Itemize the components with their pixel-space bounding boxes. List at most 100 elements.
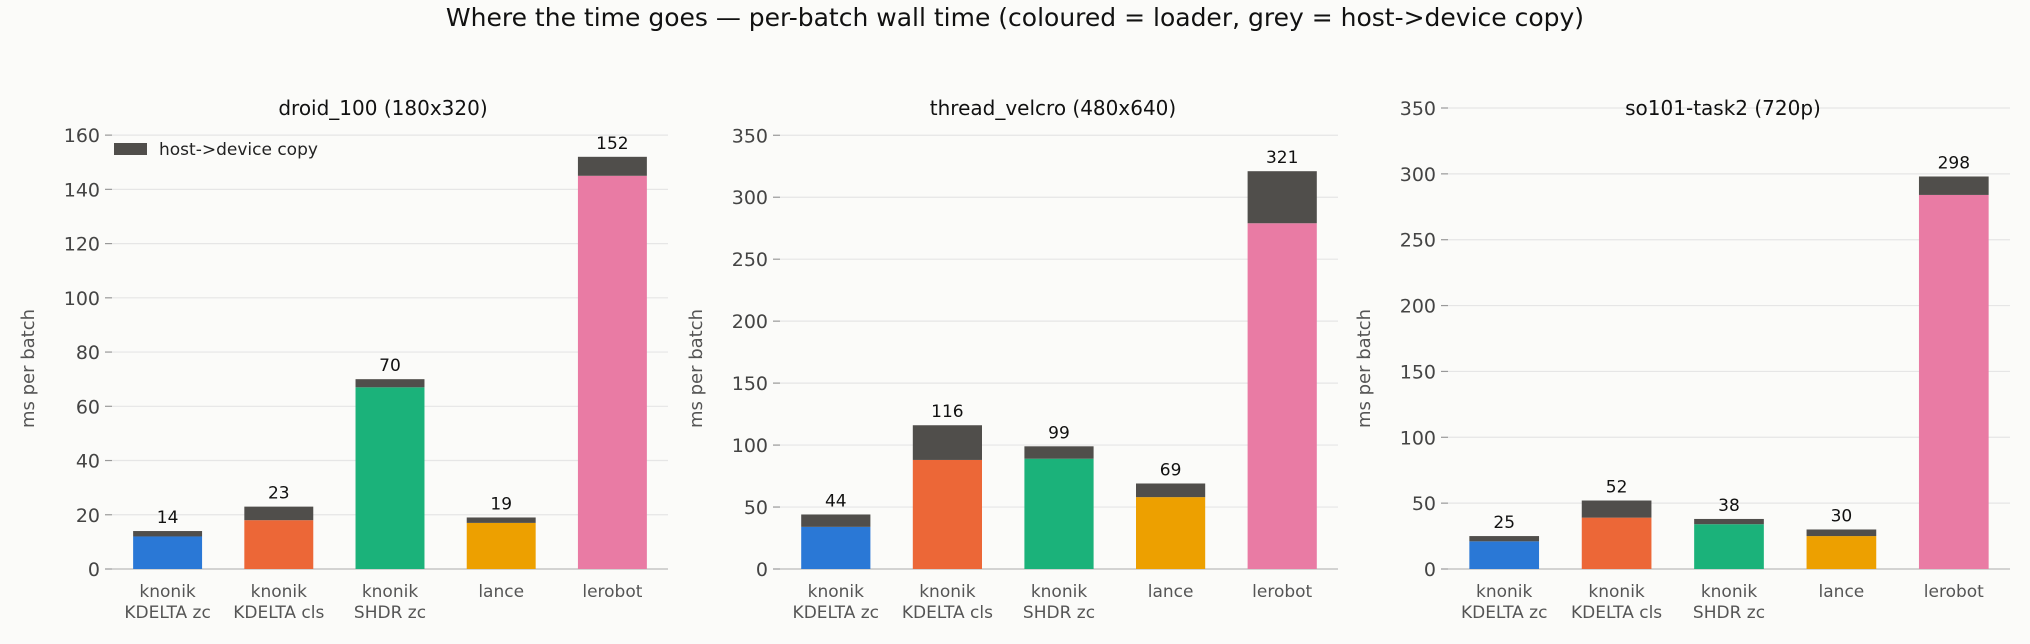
copy-bar-2 xyxy=(912,425,982,460)
x-tick-label: knonik xyxy=(1701,582,1758,602)
copy-bar-5 xyxy=(577,156,647,176)
y-tick-label: 100 xyxy=(1400,427,1436,449)
x-tick-label: knonik xyxy=(808,582,865,602)
copy-bar-4 xyxy=(466,517,536,523)
copy-bar-3 xyxy=(1694,518,1764,525)
loader-bar-3 xyxy=(1694,524,1764,569)
bar-total-label: 152 xyxy=(596,134,628,154)
bar-total-label: 116 xyxy=(931,402,963,422)
bar-total-label: 69 xyxy=(1160,460,1182,480)
figure-title: Where the time goes — per-batch wall tim… xyxy=(445,3,1585,32)
y-tick-label: 0 xyxy=(756,559,768,581)
bar-total-label: 25 xyxy=(1493,513,1515,533)
loader-bar-4 xyxy=(1806,536,1877,569)
loader-bar-4 xyxy=(466,522,536,569)
x-tick-label: SHDR zc xyxy=(1693,603,1765,623)
loader-bar-4 xyxy=(1136,497,1206,569)
y-tick-label: 300 xyxy=(1400,164,1436,186)
bar-total-label: 19 xyxy=(490,494,512,514)
loader-bar-1 xyxy=(801,526,871,569)
y-tick-label: 120 xyxy=(64,234,100,256)
bar-total-label: 14 xyxy=(157,508,179,528)
y-tick-label: 100 xyxy=(64,288,100,310)
x-tick-label: KDELTA zc xyxy=(793,603,879,623)
y-tick-label: 40 xyxy=(76,451,100,473)
panel-2: 0 50 100 150 200 250 300 350 thread_velcro (480x… xyxy=(686,96,1338,623)
copy-bar-2 xyxy=(244,506,314,521)
y-tick-label: 0 xyxy=(1424,559,1436,581)
copy-bar-4 xyxy=(1806,529,1877,537)
y-tick-label: 350 xyxy=(732,125,768,147)
y-tick-label: 50 xyxy=(744,497,768,519)
x-tick-label: knonik xyxy=(362,582,419,602)
y-tick-label: 20 xyxy=(76,505,100,527)
y-tick-label: 0 xyxy=(88,559,100,581)
x-tick-label: knonik xyxy=(1588,582,1645,602)
y-axis-label: ms per batch xyxy=(18,309,39,428)
panel-3: 0 50 100 150 200 250 300 350 so101-task2 (720p) m… xyxy=(1354,96,2010,623)
copy-bar-5 xyxy=(1247,171,1317,224)
loader-bar-5 xyxy=(577,175,647,569)
x-tick-label: lance xyxy=(1819,582,1865,602)
x-tick-label: knonik xyxy=(919,582,976,602)
loader-bar-3 xyxy=(1024,458,1094,569)
x-tick-label: knonik xyxy=(1031,582,1088,602)
x-tick-label: lerobot xyxy=(582,582,642,602)
panel-title: droid_100 (180x320) xyxy=(278,96,487,120)
legend-swatch xyxy=(114,143,147,155)
loader-bar-2 xyxy=(244,520,314,569)
loader-bar-5 xyxy=(1247,223,1317,569)
x-tick-label: lance xyxy=(478,582,524,602)
bar-total-label: 70 xyxy=(379,356,401,376)
bar-total-label: 52 xyxy=(1606,478,1628,498)
x-tick-label: KDELTA cls xyxy=(902,603,993,623)
copy-bar-1 xyxy=(1469,536,1540,542)
loader-bar-2 xyxy=(1581,517,1652,569)
legend-label: host->device copy xyxy=(159,140,318,160)
y-tick-label: 60 xyxy=(76,396,100,418)
x-tick-label: KDELTA cls xyxy=(1571,603,1662,623)
loader-bar-1 xyxy=(1469,541,1540,569)
x-tick-label: KDELTA zc xyxy=(1461,603,1547,623)
x-tick-label: lance xyxy=(1148,582,1194,602)
bar-total-label: 44 xyxy=(825,491,847,511)
x-tick-label: lerobot xyxy=(1252,582,1312,602)
bar-total-label: 38 xyxy=(1718,496,1740,516)
y-tick-label: 50 xyxy=(1412,493,1436,515)
copy-bar-5 xyxy=(1918,176,1989,195)
loader-bar-1 xyxy=(133,536,203,569)
x-tick-label: lerobot xyxy=(1924,582,1984,602)
panel-title: so101-task2 (720p) xyxy=(1625,96,1821,120)
loader-bar-3 xyxy=(355,387,425,569)
copy-bar-3 xyxy=(355,379,425,388)
loader-bar-5 xyxy=(1918,194,1989,569)
bar-total-label: 298 xyxy=(1938,153,1970,173)
bar-total-label: 99 xyxy=(1048,423,1070,443)
y-tick-label: 140 xyxy=(64,179,100,201)
x-tick-label: SHDR zc xyxy=(1023,603,1095,623)
copy-bar-1 xyxy=(801,514,871,527)
x-tick-label: KDELTA cls xyxy=(233,603,324,623)
bar-total-label: 30 xyxy=(1831,506,1853,526)
y-axis-label: ms per batch xyxy=(1354,309,1375,428)
copy-bar-2 xyxy=(1581,500,1652,518)
x-tick-label: KDELTA zc xyxy=(124,603,210,623)
bar-total-label: 321 xyxy=(1266,148,1298,168)
bar-total-label: 23 xyxy=(268,484,290,504)
y-tick-label: 250 xyxy=(732,249,768,271)
panel-title: thread_velcro (480x640) xyxy=(930,96,1176,120)
x-tick-label: knonik xyxy=(139,582,196,602)
loader-bar-2 xyxy=(912,459,982,569)
copy-bar-3 xyxy=(1024,446,1094,459)
x-tick-label: knonik xyxy=(1476,582,1533,602)
y-tick-label: 100 xyxy=(732,435,768,457)
copy-bar-1 xyxy=(133,531,203,537)
panel-1: 0 20 40 60 80 100 120 140 160 droid_100 (180x320)… xyxy=(18,96,668,623)
y-tick-label: 350 xyxy=(1400,98,1436,120)
x-tick-label: knonik xyxy=(251,582,308,602)
y-tick-label: 150 xyxy=(732,373,768,395)
copy-bar-4 xyxy=(1136,483,1206,498)
y-tick-label: 200 xyxy=(1400,296,1436,318)
